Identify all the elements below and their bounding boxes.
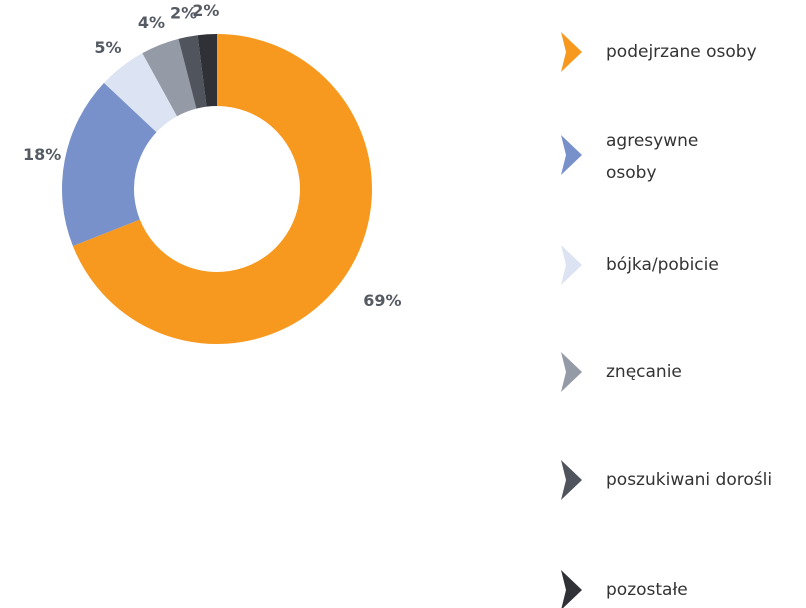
legend-marker — [561, 245, 582, 285]
value-label: 5% — [94, 38, 121, 57]
value-label: 2% — [192, 1, 219, 20]
value-label: 4% — [138, 13, 165, 32]
legend-label: poszukiwani dorośli — [606, 470, 772, 490]
legend-marker — [561, 352, 582, 392]
slice — [197, 34, 217, 107]
legend-line: osoby — [606, 163, 657, 183]
legend-label: podejrzane osoby — [606, 42, 757, 62]
value-label: 69% — [363, 291, 401, 310]
value-label: 18% — [23, 145, 61, 164]
legend-marker — [561, 460, 582, 500]
slice — [104, 53, 178, 133]
legend-label: znęcanie — [606, 362, 682, 382]
legend-marker — [561, 32, 582, 72]
legend-marker — [561, 570, 582, 608]
slice — [142, 38, 197, 117]
slice — [62, 82, 157, 247]
value-label: 2% — [170, 4, 197, 23]
legend-label: agresywne osoby — [606, 131, 698, 183]
legend-label: pozostałe — [606, 580, 688, 600]
slice — [72, 34, 372, 344]
legend-line: agresywne — [606, 131, 698, 151]
legend-marker — [561, 135, 582, 175]
legend-label: bójka/pobicie — [606, 255, 719, 275]
slice — [178, 35, 207, 109]
